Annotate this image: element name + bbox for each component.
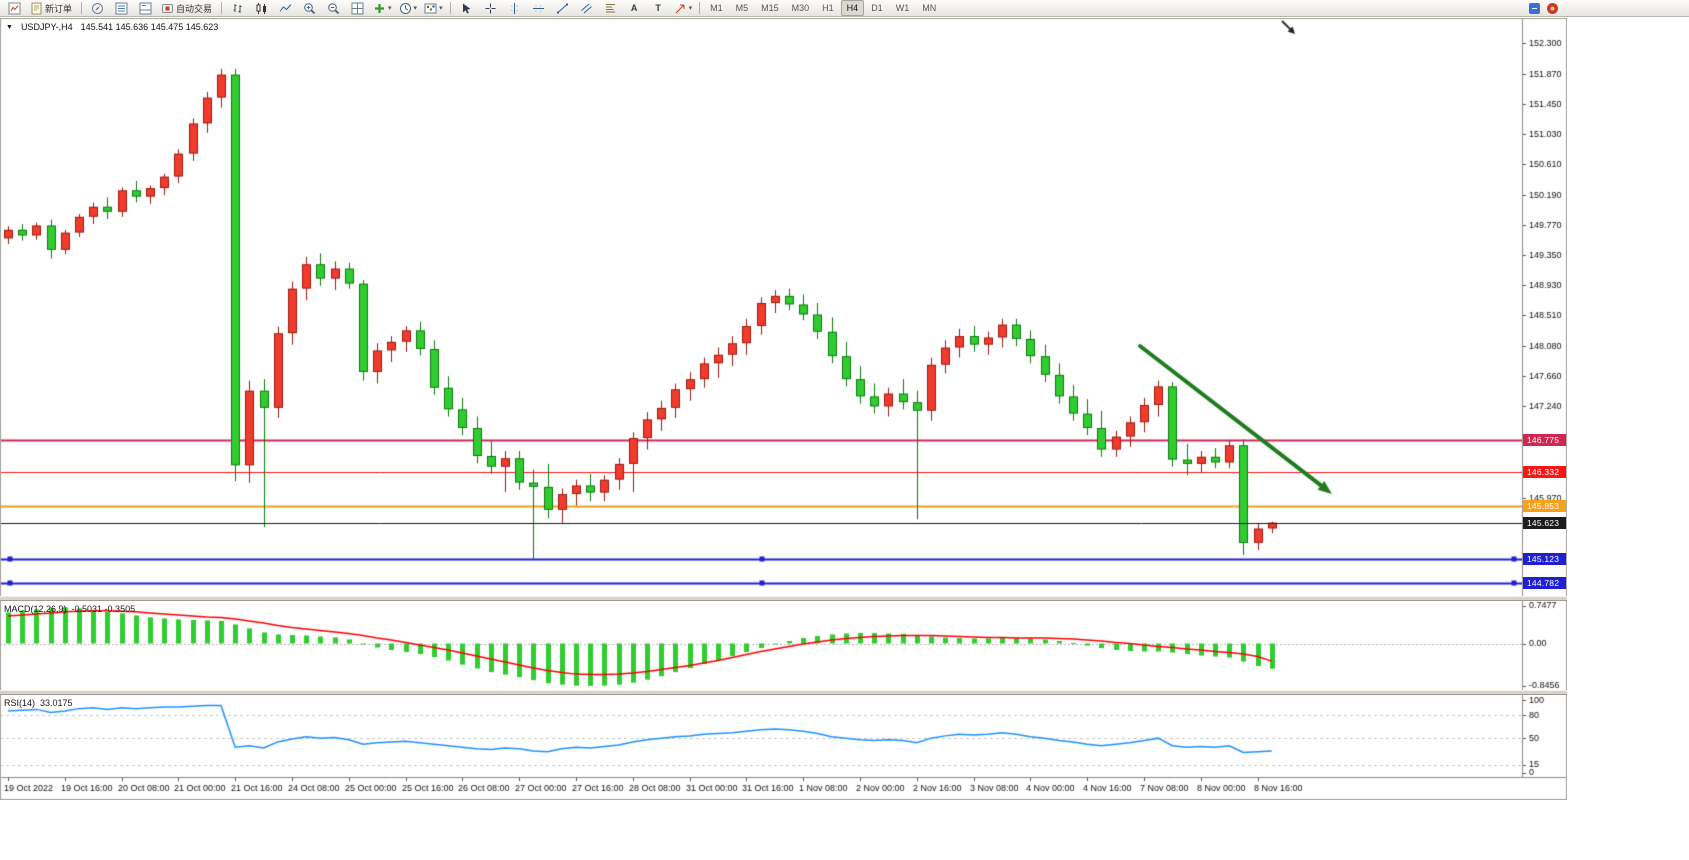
chart-icon bbox=[8, 2, 21, 14]
navigator-button[interactable] bbox=[86, 0, 109, 17]
crosshair-icon bbox=[485, 3, 496, 13]
macd-indicator-label: MACD(12,26,9) -0.5031 -0.3505 bbox=[4, 604, 135, 614]
price-badge-145.853: 145.853 bbox=[1523, 500, 1566, 512]
new-order-icon bbox=[31, 2, 42, 14]
trendline-tool-button[interactable] bbox=[551, 0, 574, 17]
toolbar-separator bbox=[449, 2, 451, 14]
rsi-title: RSI(14) bbox=[4, 698, 36, 708]
chart-canvas[interactable] bbox=[0, 18, 1567, 800]
macd-values: -0.5031 -0.3505 bbox=[71, 604, 136, 614]
cursor-tool-button[interactable] bbox=[455, 0, 478, 17]
timeframe-button-m15[interactable]: M15 bbox=[761, 3, 779, 13]
compass-icon bbox=[92, 2, 104, 14]
timeframe-button-m1[interactable]: M1 bbox=[710, 3, 723, 13]
ohlc-values: 145.541 145.636 145.475 145.623 bbox=[80, 22, 219, 32]
price-badge-146.775: 146.775 bbox=[1523, 434, 1566, 446]
candlestick-mode-button[interactable] bbox=[250, 0, 273, 17]
fibonacci-tool-button[interactable] bbox=[599, 0, 622, 17]
chevron-down-icon: ▾ bbox=[388, 4, 392, 12]
symbol-period-label: USDJPY-,H4 bbox=[20, 22, 73, 32]
zoom-in-button[interactable] bbox=[298, 0, 321, 17]
indicators-plus-icon bbox=[375, 3, 385, 13]
periods-button[interactable]: ▾ bbox=[396, 0, 421, 17]
timeframe-button-mn[interactable]: MN bbox=[922, 3, 937, 13]
clock-icon bbox=[399, 2, 411, 14]
rsi-indicator-label: RSI(14) 33.0175 bbox=[4, 698, 73, 708]
timeframe-button-h4[interactable]: H4 bbox=[840, 0, 865, 16]
timeframe-button-d1[interactable]: D1 bbox=[871, 3, 883, 13]
channel-tool-button[interactable] bbox=[575, 0, 598, 17]
horizontal-line-icon bbox=[532, 4, 544, 12]
text-label-tool-button[interactable]: T bbox=[647, 0, 670, 17]
new-chart-button[interactable] bbox=[3, 0, 26, 17]
line-chart-mode-button[interactable] bbox=[274, 0, 297, 17]
text-a-icon: A bbox=[630, 2, 638, 13]
trendline-icon bbox=[556, 3, 568, 13]
zoom-in-icon bbox=[304, 2, 316, 14]
market-watch-button[interactable] bbox=[110, 0, 133, 17]
one-click-trading-toggle[interactable]: ▼ bbox=[6, 23, 13, 31]
list-icon bbox=[115, 2, 128, 14]
autotrading-button[interactable]: 自动交易 bbox=[158, 0, 217, 17]
terminal-icon bbox=[139, 2, 152, 14]
template-icon bbox=[424, 3, 437, 13]
vertical-line-tool-button[interactable] bbox=[503, 0, 526, 17]
chevron-down-icon: ▾ bbox=[413, 4, 418, 12]
text-tool-button[interactable]: A bbox=[623, 0, 646, 17]
zoom-out-button[interactable] bbox=[322, 0, 345, 17]
ohlc-info-bar: ▼ USDJPY-,H4 145.541 145.636 145.475 145… bbox=[6, 22, 218, 32]
price-badge-144.782: 144.782 bbox=[1523, 577, 1566, 589]
candlestick-icon bbox=[256, 2, 267, 14]
pane-separator-rsi[interactable] bbox=[0, 690, 1567, 695]
toolbar-separator bbox=[81, 2, 83, 14]
timeframe-button-m30[interactable]: M30 bbox=[791, 3, 810, 13]
macd-title: MACD(12,26,9) bbox=[4, 604, 67, 614]
new-order-label: 新订单 bbox=[45, 3, 73, 14]
channel-icon bbox=[580, 3, 592, 13]
tile-windows-button[interactable] bbox=[346, 0, 369, 17]
toolbar-separator bbox=[699, 2, 701, 14]
chevron-down-icon: ▾ bbox=[439, 4, 443, 12]
vertical-line-icon bbox=[510, 2, 518, 14]
tile-windows-icon bbox=[351, 2, 364, 14]
autotrading-icon bbox=[162, 3, 174, 13]
crosshair-tool-button[interactable] bbox=[479, 0, 502, 17]
terminal-button[interactable] bbox=[134, 0, 157, 17]
price-badge-145.123: 145.123 bbox=[1523, 553, 1566, 565]
status-icon-red[interactable] bbox=[1546, 2, 1559, 15]
bar-chart-mode-button[interactable] bbox=[226, 0, 249, 17]
toolbar-right-icons bbox=[1528, 2, 1559, 15]
new-order-button[interactable]: 新订单 bbox=[27, 0, 77, 17]
line-chart-icon bbox=[279, 3, 292, 12]
horizontal-line-tool-button[interactable] bbox=[527, 0, 550, 17]
autotrading-label: 自动交易 bbox=[176, 3, 213, 14]
timeframe-button-w1[interactable]: W1 bbox=[895, 3, 910, 13]
cursor-icon bbox=[462, 3, 471, 13]
timeframe-button-h1[interactable]: H1 bbox=[822, 3, 834, 13]
templates-button[interactable]: ▾ bbox=[421, 0, 446, 17]
indicators-button[interactable]: ▾ bbox=[370, 0, 395, 17]
main-toolbar: 新订单 自动交易 ▾ ▾ ▾ bbox=[0, 0, 1689, 17]
price-badge-145.623: 145.623 bbox=[1523, 517, 1566, 529]
arrows-tool-button[interactable]: ▾ bbox=[671, 0, 696, 17]
toolbar-separator bbox=[221, 2, 223, 14]
timeframe-button-m5[interactable]: M5 bbox=[735, 3, 749, 13]
chevron-down-icon: ▾ bbox=[688, 4, 693, 12]
status-icon-blue[interactable] bbox=[1528, 2, 1541, 15]
zoom-out-icon bbox=[328, 2, 340, 14]
fibonacci-icon bbox=[605, 3, 615, 12]
chart-window: ▼ USDJPY-,H4 145.541 145.636 145.475 145… bbox=[0, 18, 1567, 800]
ohlc-bars-icon bbox=[233, 3, 242, 13]
price-badge-146.332: 146.332 bbox=[1523, 466, 1566, 478]
text-t-icon: T bbox=[655, 2, 661, 13]
rsi-value: 33.0175 bbox=[40, 698, 73, 708]
pane-separator-macd[interactable] bbox=[0, 596, 1567, 601]
arrow-tool-icon bbox=[675, 4, 685, 13]
